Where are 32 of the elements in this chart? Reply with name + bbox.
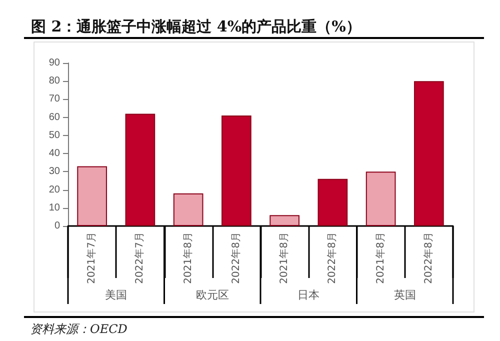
bar [318,178,348,226]
x-tick-label: 2022年8月 [230,232,242,284]
bar [414,81,444,226]
bar [125,114,156,226]
x-tick-label: 2022年7月 [134,232,146,284]
text: 资料来源：OECD [30,322,128,336]
text: 美国 [105,288,128,302]
x-tick-label: 2021年8月 [278,232,290,284]
x-tick-label: 2021年8月 [374,232,386,284]
y-tick-label: 90 [48,58,60,68]
text: 欧元区 [196,288,229,302]
x-tick-label: 2022年8月 [422,232,434,284]
x-tick-label: 2021年8月 [182,232,194,284]
bar [222,116,252,226]
y-tick-label: 50 [48,130,60,141]
y-tick-label: 20 [48,184,60,196]
y-tick-label: 10 [48,202,60,214]
bar [173,193,204,226]
bar [77,166,107,226]
x-tick-label: 2021年7月 [86,232,98,284]
y-tick-label: 80 [48,76,60,87]
x-tick-label: 2022年8月 [326,232,338,284]
y-tick-label: 40 [48,148,60,160]
bar [270,215,300,226]
y-tick-label: 60 [48,112,60,123]
y-tick-label: 70 [48,94,60,105]
chart-title: 图 2：通胀篮子中涨幅超过 4%的产品比重（%） [31,18,361,36]
y-tick-label: 30 [48,166,60,178]
y-tick-label: 0 [54,220,60,232]
bar [366,172,396,226]
text: 英国 [394,288,416,302]
text: 日本 [298,288,320,302]
